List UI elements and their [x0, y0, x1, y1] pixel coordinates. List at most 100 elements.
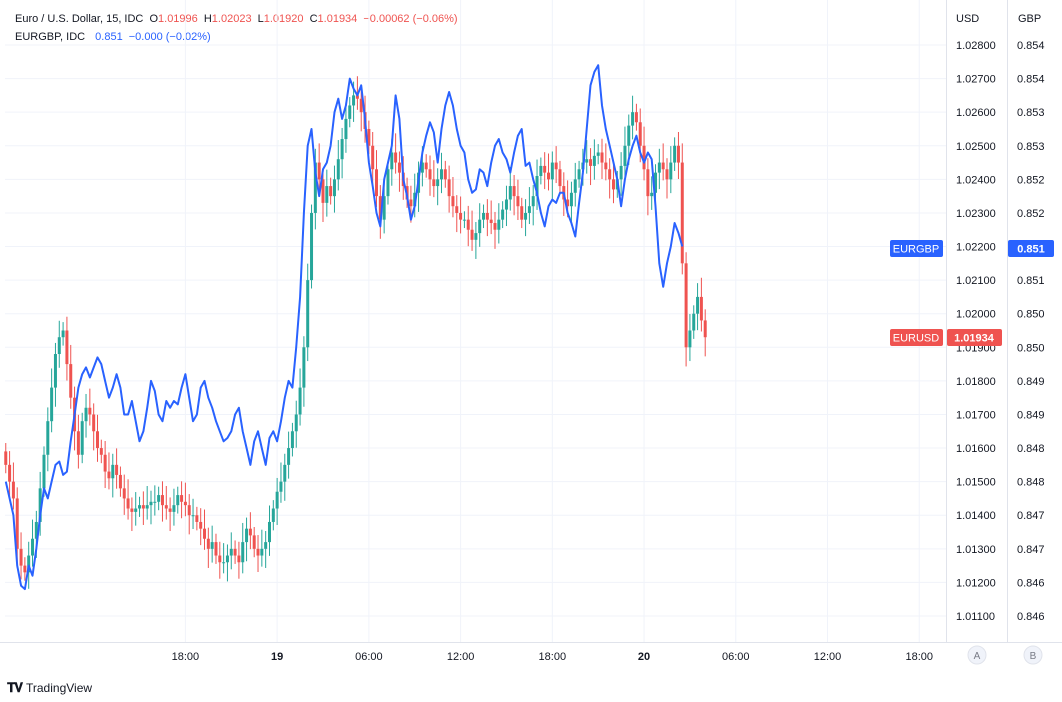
- candle-body: [474, 233, 478, 240]
- candle-body: [145, 505, 149, 509]
- time-tick-label: 12:00: [447, 651, 475, 663]
- eurusd-value-badge: 1.01934: [947, 329, 1002, 346]
- eurusd-badge: EURUSD: [890, 329, 943, 346]
- candle-body: [57, 337, 61, 355]
- candle-body: [130, 508, 134, 512]
- candle-body: [313, 162, 317, 213]
- gbp-tick-label: 0.851: [1017, 275, 1045, 287]
- candle-body: [566, 199, 570, 207]
- candle-body: [501, 209, 505, 220]
- candle-body: [428, 169, 432, 180]
- candle-body: [260, 548, 264, 556]
- candle-body: [661, 162, 665, 170]
- candle-body: [478, 219, 482, 234]
- candle-body: [256, 548, 260, 556]
- eurusd-candles: [4, 76, 707, 589]
- candle-body: [577, 169, 581, 180]
- gbp-tick-label: 0.853: [1017, 141, 1045, 153]
- gbp-tick-label: 0.846: [1017, 577, 1045, 589]
- usd-tick-label: 1.02000: [956, 309, 996, 321]
- main-legend: Euro / U.S. Dollar, 15, IDC O1.01996 H1.…: [15, 12, 461, 26]
- tradingview-brand[interactable]: 𝐓𝐕 TradingView: [7, 680, 92, 696]
- candle-body: [206, 538, 210, 549]
- candle-body: [252, 535, 256, 549]
- candle-body: [237, 555, 241, 563]
- gbp-tick-label: 0.849: [1017, 376, 1045, 388]
- usd-tick-label: 1.01400: [956, 510, 996, 522]
- candle-body: [390, 152, 394, 170]
- candle-body: [53, 354, 57, 388]
- candle-body: [267, 521, 271, 543]
- candle-body: [424, 162, 428, 170]
- candle-body: [550, 162, 554, 180]
- candle-body: [631, 112, 635, 126]
- candle-body: [332, 179, 336, 197]
- candle-body: [95, 431, 99, 449]
- auto-scale-button[interactable]: A: [967, 645, 987, 665]
- candle-body: [447, 179, 451, 197]
- low-value: L1.01920: [257, 13, 304, 25]
- b-scale-button[interactable]: B: [1023, 645, 1043, 665]
- gbp-scale-header: GBP: [1018, 13, 1041, 25]
- candle-body: [375, 169, 379, 197]
- candle-body: [76, 431, 80, 455]
- candle-body: [539, 165, 543, 176]
- usd-tick-label: 1.01800: [956, 376, 996, 388]
- candle-body: [432, 179, 436, 187]
- candle-body: [420, 162, 424, 173]
- candle-body: [115, 464, 119, 475]
- candle-body: [684, 263, 688, 348]
- candle-body: [317, 162, 321, 180]
- candle-body: [531, 196, 535, 207]
- candle-body: [688, 330, 692, 348]
- candle-body: [524, 212, 528, 220]
- candle-body: [558, 169, 562, 187]
- candle-body: [19, 548, 23, 566]
- candle-body: [543, 165, 547, 173]
- usd-tick-label: 1.02200: [956, 242, 996, 254]
- candle-body: [699, 296, 703, 321]
- candle-body: [627, 125, 631, 146]
- candle-body: [459, 212, 463, 220]
- candle-body: [600, 152, 604, 163]
- candle-body: [46, 421, 50, 455]
- candle-body: [608, 169, 612, 180]
- candle-body: [397, 162, 401, 173]
- candle-body: [149, 501, 153, 506]
- gbp-tick-labels: 0.854 0.854 0.853 0.853 0.852 0.852 0.851 0.851…: [1017, 40, 1045, 623]
- candle-body: [371, 145, 375, 170]
- candle-body: [275, 491, 279, 509]
- candle-body: [680, 162, 684, 264]
- candle-body: [696, 296, 700, 314]
- usd-tick-label: 1.02800: [956, 40, 996, 52]
- candle-body: [222, 562, 226, 564]
- candle-body: [153, 501, 157, 503]
- candle-body: [11, 481, 15, 499]
- candle-body: [470, 229, 474, 240]
- candle-body: [218, 555, 222, 563]
- candle-body: [482, 212, 486, 220]
- candle-body: [180, 495, 184, 502]
- candle-body: [138, 505, 142, 509]
- candle-body: [99, 448, 103, 455]
- time-tick-label: 12:00: [814, 651, 842, 663]
- candle-body: [310, 212, 314, 281]
- gbp-tick-label: 0.852: [1017, 208, 1045, 220]
- high-value: H1.02023: [203, 13, 252, 25]
- candle-body: [229, 548, 233, 556]
- candle-body: [604, 162, 608, 170]
- candle-body: [650, 192, 654, 197]
- gbp-tick-label: 0.850: [1017, 342, 1045, 354]
- candle-body: [336, 159, 340, 180]
- candle-body: [199, 521, 203, 529]
- candle-body: [61, 330, 65, 338]
- candle-body: [69, 364, 73, 398]
- candle-body: [191, 515, 195, 517]
- usd-tick-label: 1.01300: [956, 544, 996, 556]
- candle-body: [382, 196, 386, 220]
- candle-body: [23, 565, 27, 573]
- time-tick-labels: 18:00 19 06:00 12:00 18:00 20 06:00 12:00 18:00: [172, 651, 933, 663]
- time-tick-label: 18:00: [172, 651, 200, 663]
- candle-body: [187, 505, 191, 516]
